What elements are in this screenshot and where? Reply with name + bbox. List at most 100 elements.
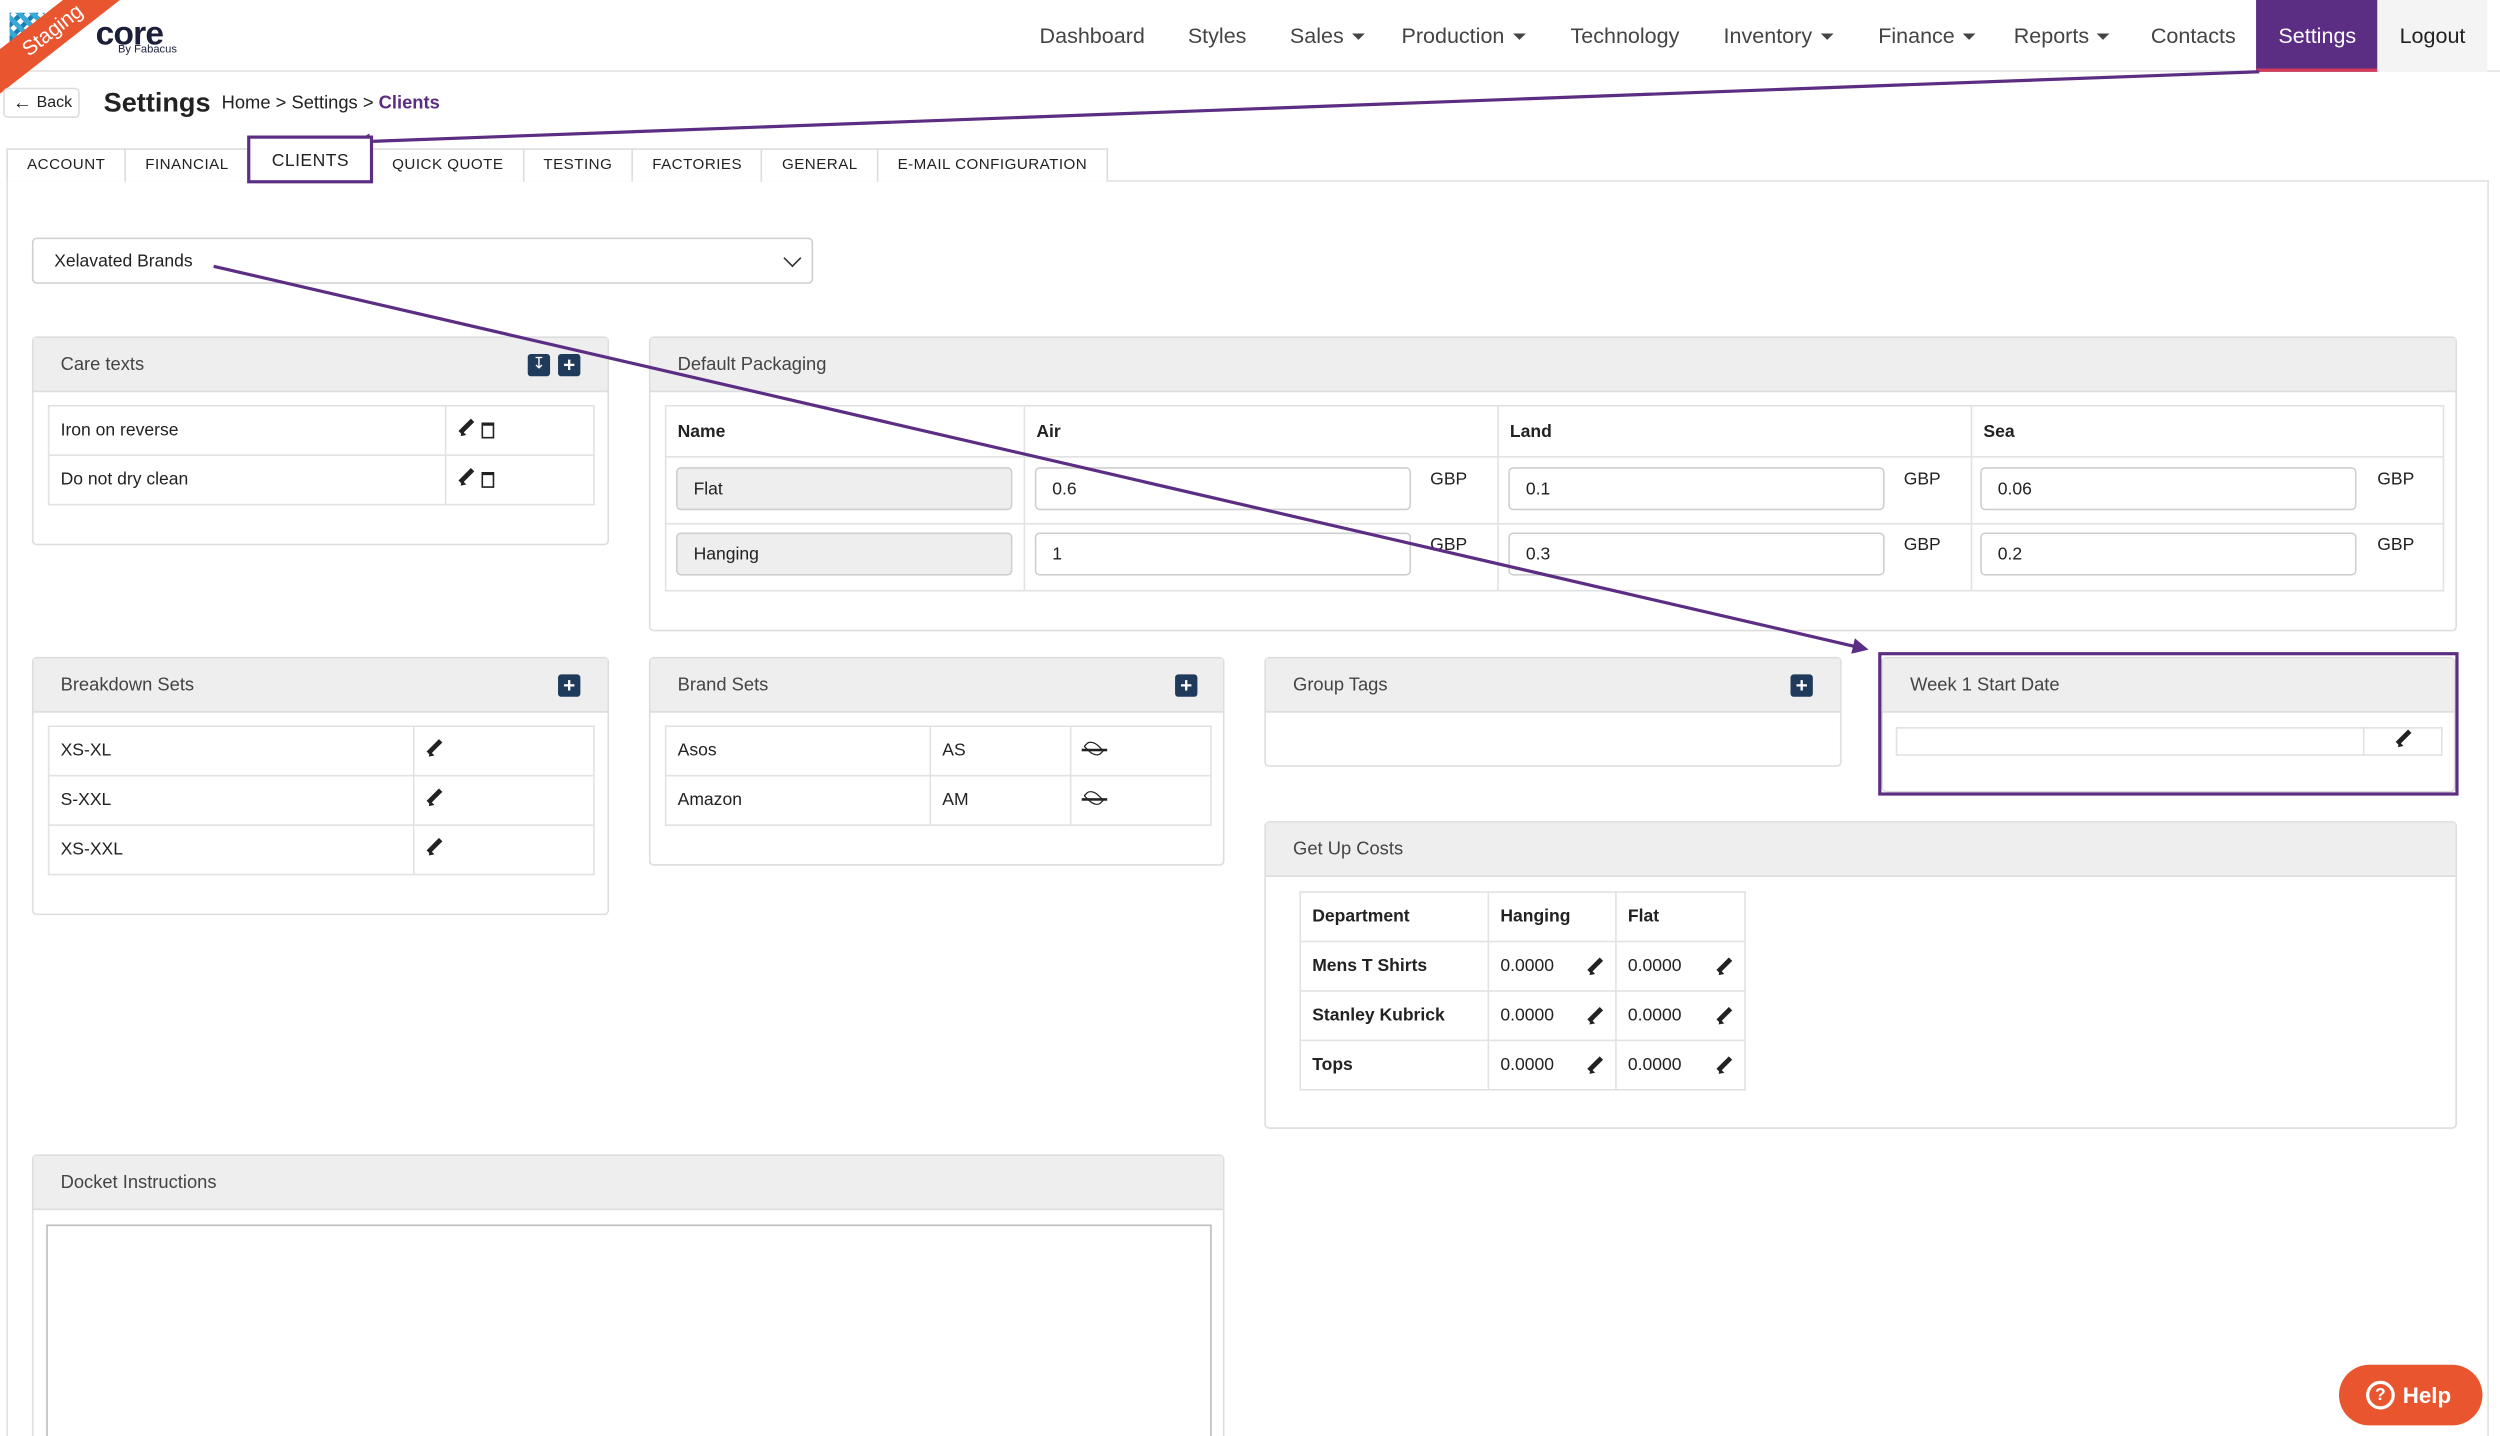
settings-content-frame	[6, 180, 2489, 1436]
default-packaging-title: Default Packaging	[677, 355, 827, 375]
breakdown-set-name: S-XXL	[47, 774, 415, 826]
default-packaging-header: Default Packaging	[650, 338, 2456, 393]
sea-cost-input[interactable]: 0.2	[1980, 532, 2357, 576]
tab-email-configuration[interactable]: E-MAIL CONFIGURATION	[876, 148, 1108, 182]
week1-start-date-header: Week 1 Start Date	[1882, 658, 2454, 713]
add-care-text-button[interactable]: +	[558, 354, 581, 377]
add-group-tag-button[interactable]: +	[1790, 674, 1813, 697]
nav-sales[interactable]: Sales	[1290, 0, 1365, 72]
row-actions	[412, 824, 595, 876]
breadcrumb-current: Clients	[378, 94, 440, 114]
air-cost-input[interactable]: 1	[1034, 532, 1412, 576]
hanging-value: 0.0000	[1500, 1006, 1554, 1026]
currency-label: GBP	[2377, 470, 2415, 490]
col-flat: Flat	[1615, 891, 1746, 943]
breakdown-sets-table: XS-XL S-XXL XS-XXL	[47, 725, 595, 876]
logout-button[interactable]: Logout	[2377, 0, 2488, 72]
client-select[interactable]: Xelavated Brands	[31, 237, 814, 284]
nav-contacts[interactable]: Contacts	[2150, 23, 2236, 48]
docket-instructions-title: Docket Instructions	[60, 1173, 217, 1193]
nav-inventory[interactable]: Inventory	[1724, 0, 1833, 72]
week1-start-date-panel: Week 1 Start Date	[1881, 656, 2456, 793]
flat-value: 0.0000	[1627, 1055, 1682, 1075]
currency-label: GBP	[2377, 535, 2415, 555]
group-tags-title: Group Tags	[1293, 676, 1388, 696]
top-navbar: core By Fabacus Staging Dashboard Styles…	[0, 0, 2500, 99]
brand-name: Asos	[664, 725, 932, 777]
flat-value: 0.0000	[1627, 1006, 1682, 1026]
help-button[interactable]: ? Help	[2338, 1364, 2483, 1426]
add-breakdown-set-button[interactable]: +	[558, 674, 581, 697]
care-texts-panel: Care texts ↧ + Iron on reverse Do not dr…	[31, 336, 610, 546]
nav-finance[interactable]: Finance	[1878, 0, 1976, 72]
get-up-costs-title: Get Up Costs	[1293, 840, 1404, 860]
breadcrumb-settings[interactable]: Settings	[291, 94, 358, 114]
sea-cost-input[interactable]: 0.06	[1980, 467, 2357, 511]
tab-general[interactable]: GENERAL	[761, 148, 879, 182]
nav-reports[interactable]: Reports	[2014, 0, 2110, 72]
nav-production[interactable]: Production	[1401, 0, 1526, 72]
breakdown-sets-header: Breakdown Sets	[33, 658, 608, 713]
tab-testing[interactable]: TESTING	[522, 148, 634, 182]
chevron-down-icon	[2097, 34, 2110, 41]
table-row: Do not dry clean	[47, 454, 595, 506]
back-button[interactable]: ← Back	[3, 87, 80, 118]
brand-sets-panel: Brand Sets + Asos AS Amazon AM	[648, 656, 1225, 866]
care-texts-header: Care texts	[33, 338, 608, 393]
row-actions	[444, 404, 595, 456]
land-cost-input[interactable]: 0.1	[1508, 467, 1885, 511]
breakdown-sets-title: Breakdown Sets	[60, 676, 195, 696]
tab-factories[interactable]: FACTORIES	[631, 148, 763, 182]
department-name: Stanley Kubrick	[1299, 990, 1490, 1042]
brand-sets-header: Brand Sets	[650, 658, 1223, 713]
hanging-value: 0.0000	[1500, 956, 1554, 976]
nav-settings[interactable]: Settings	[2256, 0, 2379, 72]
col-sea: Sea	[1970, 404, 2445, 458]
table-row: Tops 0.0000 0.0000	[1299, 1039, 1746, 1091]
docket-instructions-header: Docket Instructions	[33, 1155, 1223, 1211]
row-actions	[412, 725, 595, 777]
trash-icon[interactable]	[481, 422, 495, 439]
table-row: Asos AS	[664, 725, 1212, 777]
land-cost-input[interactable]: 0.3	[1508, 532, 1885, 576]
highlight-box	[1878, 652, 2459, 796]
chevron-down-icon	[1351, 34, 1365, 41]
row-actions	[1069, 774, 1212, 826]
brand-code: AM	[929, 774, 1072, 826]
client-select-value: Xelavated Brands	[54, 251, 193, 272]
breadcrumb-home[interactable]: Home	[221, 94, 271, 114]
packaging-name-hanging: Hanging	[676, 532, 1013, 576]
chevron-down-icon	[1820, 34, 1833, 41]
group-tags-header: Group Tags	[1265, 658, 1840, 713]
air-cost-input[interactable]: 0.6	[1034, 467, 1412, 511]
care-texts-title: Care texts	[60, 355, 145, 375]
table-row: S-XXL	[47, 774, 595, 826]
tab-account[interactable]: ACCOUNT	[6, 148, 127, 182]
flat-cost: 0.0000	[1615, 940, 1746, 992]
download-icon[interactable]: ↧	[527, 353, 551, 377]
week1-start-date-title: Week 1 Start Date	[1910, 676, 2060, 696]
row-actions	[412, 774, 595, 826]
tab-financial[interactable]: FINANCIAL	[124, 148, 250, 182]
settings-tabs: ACCOUNT FINANCIAL CLIENTS QUICK QUOTE TE…	[6, 135, 1108, 184]
tab-clients[interactable]: CLIENTS	[247, 135, 374, 184]
docket-instructions-panel: Docket Instructions	[31, 1154, 1225, 1436]
add-brand-set-button[interactable]: +	[1175, 674, 1198, 697]
nav-technology[interactable]: Technology	[1570, 23, 1680, 48]
brand-name: Amazon	[664, 774, 932, 826]
breadcrumb-separator: >	[362, 94, 374, 114]
currency-label: GBP	[1430, 470, 1468, 490]
table-row: XS-XXL	[47, 824, 595, 876]
annotation-arrow	[213, 264, 1869, 654]
row-actions	[1069, 725, 1212, 777]
docket-instructions-textarea[interactable]	[46, 1224, 1212, 1436]
nav-dashboard[interactable]: Dashboard	[1039, 23, 1145, 48]
col-air: Air	[1023, 404, 1499, 458]
brand-code: AS	[929, 725, 1072, 777]
nav-styles[interactable]: Styles	[1187, 23, 1247, 48]
trash-icon[interactable]	[481, 471, 495, 488]
packaging-name-flat: Flat	[676, 467, 1013, 511]
department-name: Tops	[1299, 1039, 1490, 1091]
